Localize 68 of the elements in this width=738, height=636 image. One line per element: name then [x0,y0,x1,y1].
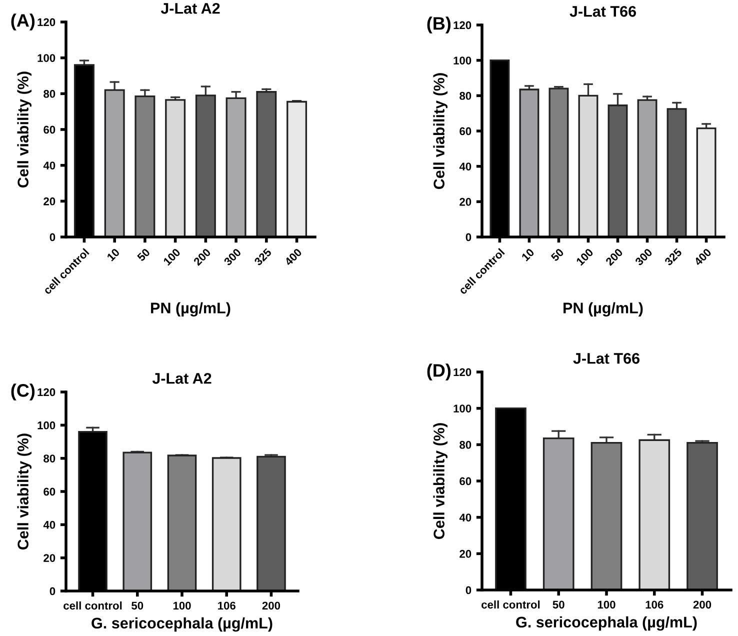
y-tick-label: 120 [38,18,56,26]
x-tick-label: 100 [162,248,181,266]
y-axis-title: Cell viability (%) [17,434,32,550]
text: (B) [427,16,451,34]
text: (C) [11,384,35,400]
x-tick-label: 200 [693,600,712,609]
x-tick-label: 325 [664,248,682,266]
x-tick-label: 325 [254,248,272,266]
y-tick-label: 40 [43,162,56,170]
y-tick-label: 20 [44,197,56,206]
x-tick-label: 100 [598,600,616,609]
y-tick-label: 60 [44,488,56,496]
y-tick-label: 100 [38,421,56,430]
y-axis-title: Cell viability (%) [17,72,32,188]
x-tick-label: 50 [550,248,564,262]
y-tick-label: 120 [38,388,56,396]
chart-title: J-Lat A2 [152,373,212,384]
x-axis-title: G. sericocephala (µg/mL) [92,617,272,632]
y-tick-label: 80 [460,440,472,449]
text: (D) [427,364,451,380]
y-tick-label: 60 [460,477,472,486]
chart-title: J-Lat T66 [573,353,640,364]
x-tick-label: 200 [605,248,624,266]
x-axis-title: PN (µg/mL) [151,302,230,317]
x-tick-label: 200 [193,248,212,266]
y-tick-label: 0 [466,586,472,594]
x-tick-label: 400 [284,248,302,266]
y-tick-label: 100 [454,404,472,412]
x-tick-label: 300 [223,248,242,266]
y-tick-label: 20 [44,554,56,562]
y-tick-label: 120 [454,21,472,30]
y-tick-label: 80 [44,454,56,462]
x-tick-label: 300 [634,248,653,266]
x-tick-label: 10 [106,248,120,262]
x-tick-label: 200 [262,602,280,610]
x-tick-label: 50 [132,602,144,610]
x-tick-label: 400 [694,248,712,266]
y-tick-label: 60 [44,126,56,134]
y-tick-label: 0 [50,587,56,596]
y-tick-label: 40 [459,162,472,170]
y-tick-label: 40 [43,520,56,529]
y-tick-label: 20 [460,198,472,206]
x-tick-label: 100 [576,248,594,266]
y-tick-label: 100 [38,54,56,62]
x-tick-label: 50 [552,600,564,609]
y-tick-label: 100 [454,56,472,64]
x-tick-label: 106 [646,600,664,609]
y-tick-label: 60 [460,127,472,136]
chart-title: J-Lat T66 [570,6,636,17]
y-tick-label: 80 [44,90,56,98]
y-tick-label: 120 [454,368,472,376]
y-tick-label: 80 [460,92,472,100]
x-tick-label: cell control [482,600,540,609]
y-tick-label: 40 [459,514,472,522]
text: (A) [11,14,35,30]
x-axis-title: PN (µg/mL) [564,302,643,317]
y-axis-title: Cell viability (%) [433,73,448,189]
x-tick-label: cell control [64,601,122,610]
chart-title: J-Lat A2 [160,3,220,14]
x-tick-label: 106 [218,602,236,610]
y-axis-title: Cell viability (%) [433,423,448,539]
x-tick-label: 10 [521,248,535,262]
y-tick-label: 0 [50,233,56,242]
x-tick-label: 100 [173,602,191,610]
x-tick-label: 50 [136,248,150,262]
y-tick-label: 0 [466,233,472,242]
y-tick-label: 20 [460,550,472,558]
x-axis-title: G. sericocephala (µg/mL) [516,616,697,631]
